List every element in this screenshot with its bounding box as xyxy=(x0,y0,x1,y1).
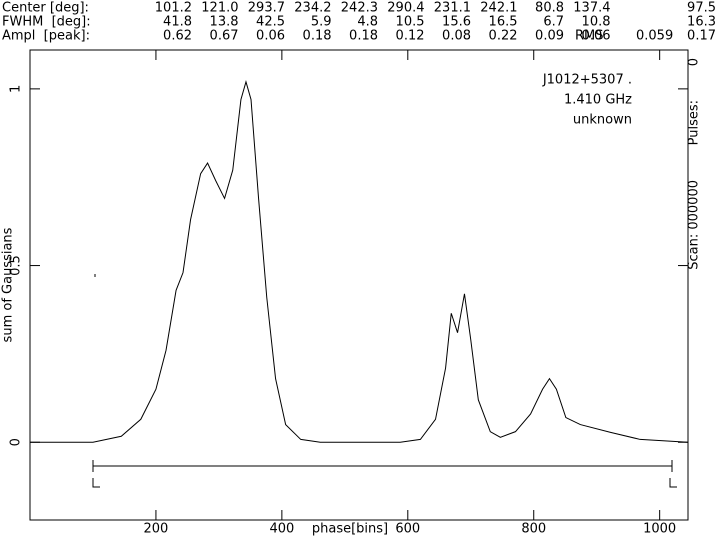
x-tick-label: 1000 xyxy=(643,522,676,537)
window-marker xyxy=(92,274,677,488)
y-axis-label: sum of Gaussians xyxy=(1,227,16,342)
param-value: 80.8 xyxy=(535,1,564,16)
x-tick-label: 800 xyxy=(521,522,546,537)
param-value: 16.5 xyxy=(489,15,518,30)
x-axis-label: phase[bins] xyxy=(312,522,388,537)
param-value: 242.3 xyxy=(341,1,378,16)
param-value: 6.7 xyxy=(543,15,564,30)
annotation: 1.410 GHz xyxy=(564,93,632,108)
x-tick-label: 400 xyxy=(269,522,294,537)
param-value: 242.1 xyxy=(480,1,517,16)
annotation: unknown xyxy=(573,113,632,128)
y-tick-label: 0 xyxy=(9,438,24,446)
param-value: 97.5 xyxy=(687,1,716,16)
profile-line xyxy=(30,79,689,443)
param-value: 0.06 xyxy=(256,29,285,44)
rms-value: 0.059 xyxy=(636,29,673,44)
side-label: Scan: 000000 xyxy=(687,180,702,270)
param-value: 0.06 xyxy=(582,29,611,44)
param-value: 137.4 xyxy=(573,1,610,16)
param-value: 234.2 xyxy=(294,1,331,16)
param-label: Center [deg]: xyxy=(2,1,89,16)
param-value: 10.8 xyxy=(582,15,611,30)
param-value: 290.4 xyxy=(387,1,424,16)
param-value: 5.9 xyxy=(311,15,332,30)
param-value: 41.8 xyxy=(163,15,192,30)
param-value: 10.5 xyxy=(396,15,425,30)
x-tick-label: 600 xyxy=(395,522,420,537)
param-value: 231.1 xyxy=(434,1,471,16)
param-value: 0.18 xyxy=(303,29,332,44)
x-tick-label: 200 xyxy=(144,522,169,537)
param-value: 0.08 xyxy=(442,29,471,44)
param-value: 0.22 xyxy=(489,29,518,44)
param-value: 4.8 xyxy=(357,15,378,30)
param-value: 15.6 xyxy=(442,15,471,30)
param-value: 0.12 xyxy=(396,29,425,44)
param-value: 0.09 xyxy=(535,29,564,44)
param-value: 101.2 xyxy=(155,1,192,16)
param-value: 0.62 xyxy=(163,29,192,44)
y-tick-label: 0.5 xyxy=(9,255,24,276)
param-value: 0.17 xyxy=(687,29,716,44)
y-tick-label: 1 xyxy=(9,85,24,93)
rms-label: RMS xyxy=(575,29,604,44)
param-label: FWHM [deg]: xyxy=(2,15,91,30)
side-label: 0 xyxy=(687,58,702,66)
param-value: 13.8 xyxy=(210,15,239,30)
param-value: 0.18 xyxy=(349,29,378,44)
param-label: Ampl [peak]: xyxy=(2,29,90,44)
param-value: 293.7 xyxy=(248,1,285,16)
side-label: Pulses: xyxy=(687,100,702,145)
annotation: J1012+5307 . xyxy=(542,73,632,88)
param-value: 42.5 xyxy=(256,15,285,30)
param-value: 121.0 xyxy=(201,1,238,16)
param-value: 0.67 xyxy=(210,29,239,44)
param-value: 16.3 xyxy=(687,15,716,30)
plot-frame xyxy=(29,49,689,521)
